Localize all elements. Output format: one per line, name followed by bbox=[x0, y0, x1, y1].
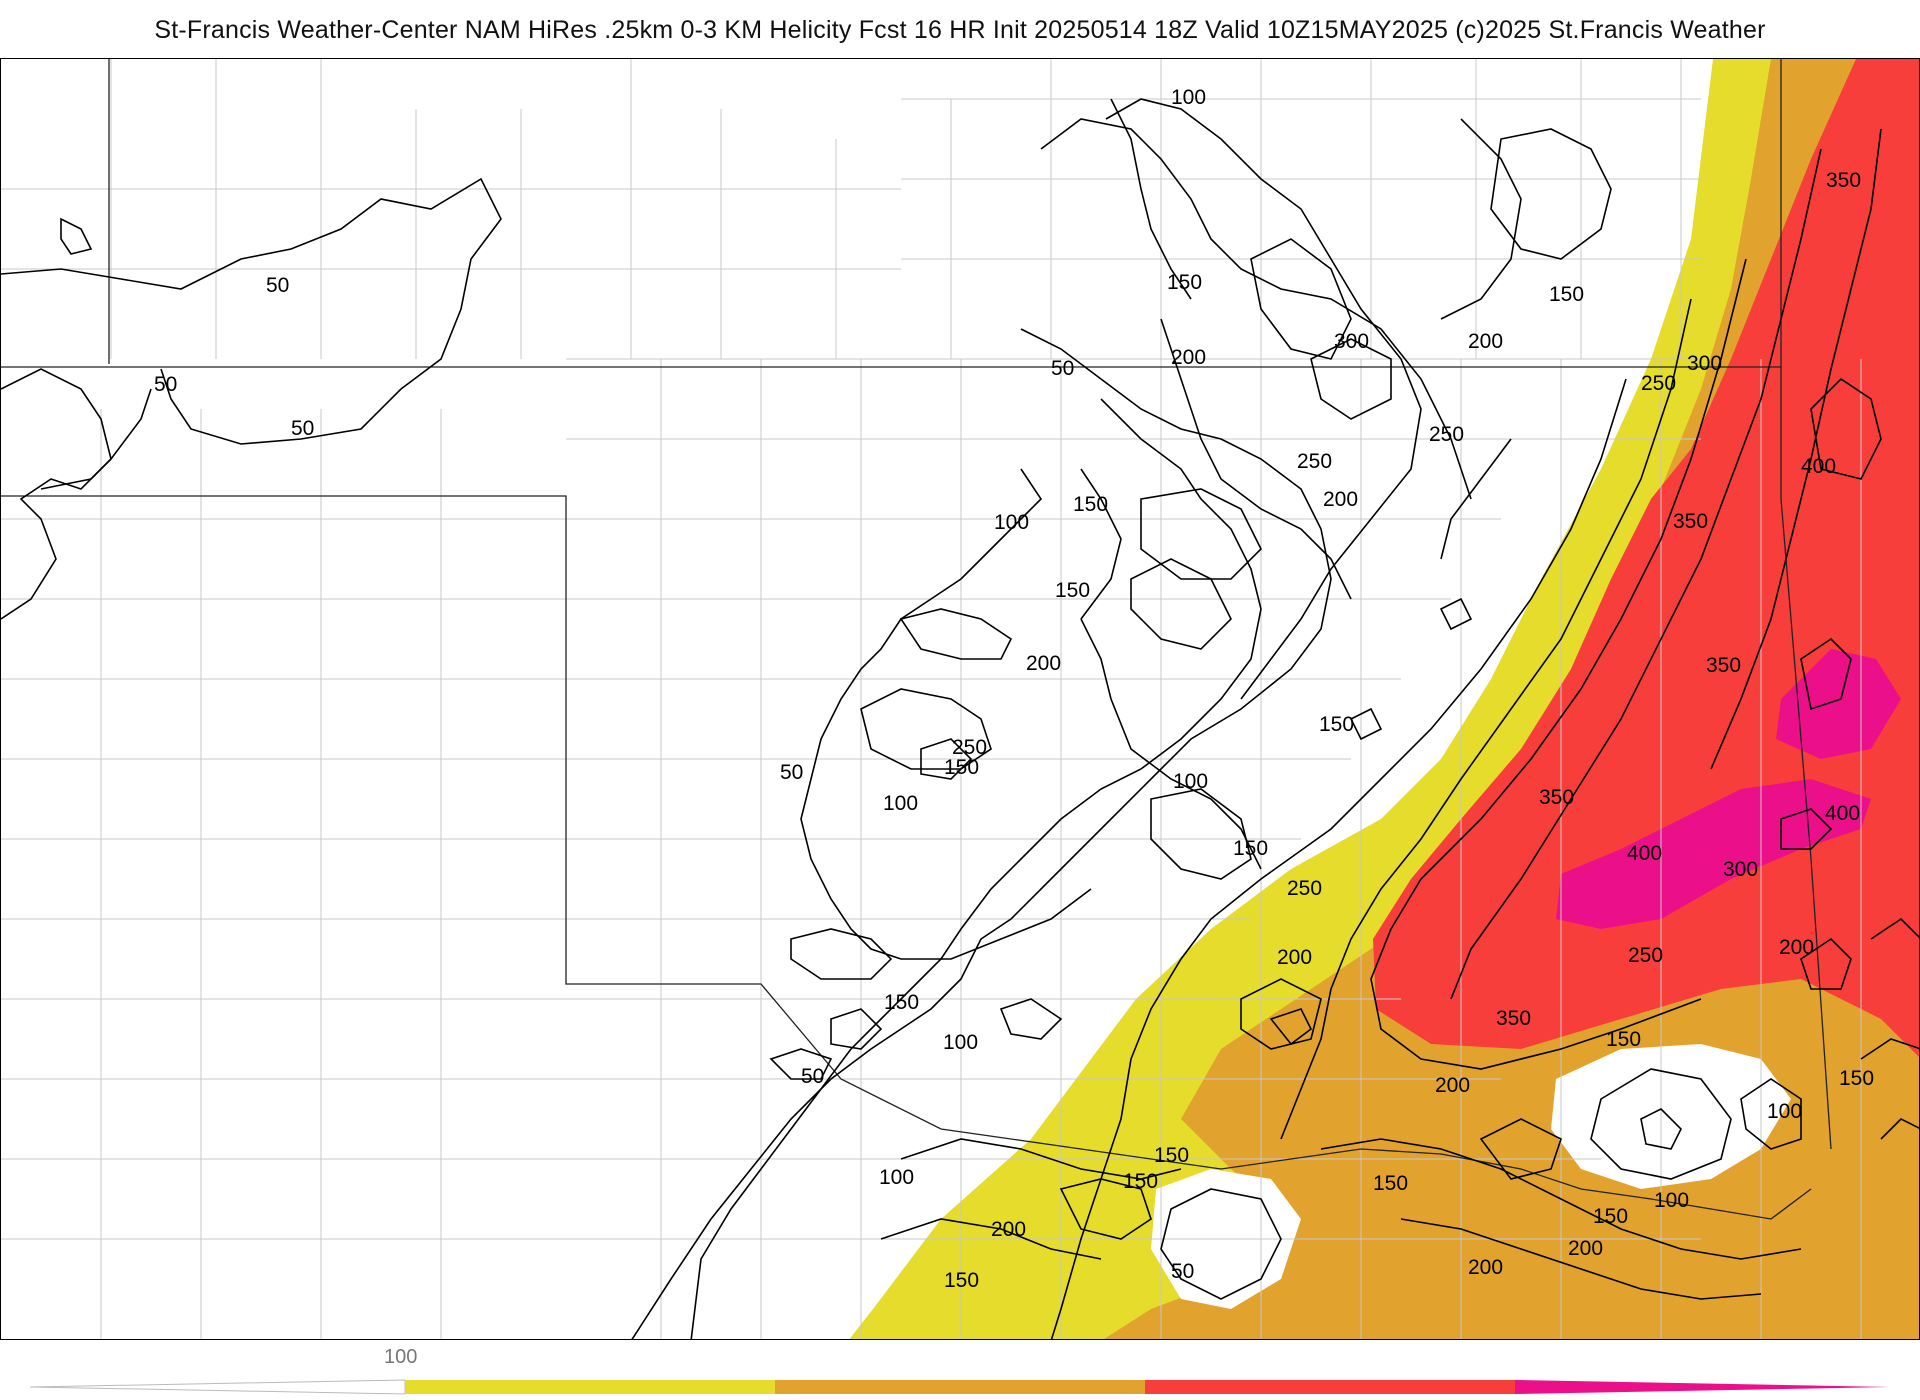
legend-right-arrow bbox=[1515, 1380, 1890, 1394]
contour-label: 200 bbox=[1171, 346, 1206, 369]
contour-label: 150 bbox=[1549, 283, 1584, 306]
legend-bin-0 bbox=[405, 1380, 775, 1394]
contour-label: 250 bbox=[1297, 450, 1332, 473]
contour-label: 50 bbox=[780, 761, 803, 784]
contour-label: 100 bbox=[1171, 86, 1206, 109]
contour-label: 150 bbox=[1123, 1170, 1158, 1193]
contour-labels: 100 50 150 50 50 50 200 300 200 150 350 … bbox=[154, 86, 1874, 1292]
contour-label: 150 bbox=[1055, 579, 1090, 602]
contour-label: 150 bbox=[1839, 1067, 1874, 1090]
contour-label: 200 bbox=[1779, 936, 1814, 959]
contour-label: 50 bbox=[291, 417, 314, 440]
contour-label: 250 bbox=[1628, 944, 1663, 967]
contour-label: 50 bbox=[801, 1065, 824, 1088]
county-boundaries bbox=[1, 59, 1862, 1339]
contour-label: 150 bbox=[1073, 493, 1108, 516]
legend-left-arrow bbox=[29, 1379, 406, 1395]
contour-label: 150 bbox=[1319, 713, 1354, 736]
contour-label: 100 bbox=[994, 511, 1029, 534]
state-boundaries bbox=[1, 59, 1832, 1220]
contour-label: 350 bbox=[1826, 169, 1861, 192]
contour-label: 200 bbox=[1277, 946, 1312, 969]
contour-label: 200 bbox=[991, 1218, 1026, 1241]
contour-label: 100 bbox=[1654, 1189, 1689, 1212]
contour-label: 200 bbox=[1568, 1237, 1603, 1260]
contour-label: 250 bbox=[1429, 423, 1464, 446]
contour-label: 350 bbox=[1539, 786, 1574, 809]
color-legend: 100 bbox=[0, 1340, 1920, 1400]
fill-400-plus-a bbox=[1556, 779, 1871, 929]
contour-label: 300 bbox=[1723, 858, 1758, 881]
legend-colorbar bbox=[29, 1379, 1890, 1395]
contour-label: 250 bbox=[1641, 372, 1676, 395]
legend-tick-label: 100 bbox=[384, 1346, 418, 1368]
map-title: St-Francis Weather-Center NAM HiRes .25k… bbox=[154, 15, 1766, 44]
contour-label: 200 bbox=[1323, 488, 1358, 511]
contour-label: 100 bbox=[1767, 1100, 1802, 1123]
contour-label: 50 bbox=[266, 274, 289, 297]
contour-label: 100 bbox=[879, 1166, 914, 1189]
contour-label: 200 bbox=[1435, 1074, 1470, 1097]
contour-label: 50 bbox=[154, 373, 177, 396]
contour-label: 200 bbox=[1026, 652, 1061, 675]
contour-label: 150 bbox=[1233, 837, 1268, 860]
contour-label: 200 bbox=[1468, 330, 1503, 353]
helicity-contours bbox=[1, 98, 1919, 1339]
fill-white-hole-a bbox=[1551, 1044, 1791, 1189]
contour-label: 50 bbox=[1171, 1260, 1194, 1283]
helicity-fill-layer bbox=[849, 59, 1919, 1339]
contour-label: 150 bbox=[884, 991, 919, 1014]
fill-400-plus-b bbox=[1776, 649, 1901, 759]
contour-label: 350 bbox=[1673, 510, 1708, 533]
contour-label: 250 bbox=[952, 736, 987, 759]
map-canvas: 100 50 150 50 50 50 200 300 200 150 350 … bbox=[1, 59, 1919, 1339]
contour-label: 400 bbox=[1801, 455, 1836, 478]
contour-label: 150 bbox=[1167, 271, 1202, 294]
helicity-map: 100 50 150 50 50 50 200 300 200 150 350 … bbox=[0, 58, 1920, 1340]
contour-label: 200 bbox=[1468, 1256, 1503, 1279]
legend-bin-2 bbox=[1145, 1380, 1515, 1394]
contour-label: 150 bbox=[1606, 1028, 1641, 1051]
contour-label: 150 bbox=[944, 756, 979, 779]
contour-label: 150 bbox=[944, 1269, 979, 1292]
contour-label: 350 bbox=[1706, 654, 1741, 677]
contour-label: 250 bbox=[1287, 877, 1322, 900]
contour-label: 300 bbox=[1334, 330, 1369, 353]
contour-label: 100 bbox=[943, 1031, 978, 1054]
contour-label: 150 bbox=[1154, 1144, 1189, 1167]
legend-bin-1 bbox=[775, 1380, 1145, 1394]
contour-label: 150 bbox=[1593, 1205, 1628, 1228]
contour-label: 300 bbox=[1687, 352, 1722, 375]
contour-label: 150 bbox=[1373, 1172, 1408, 1195]
contour-label: 100 bbox=[883, 792, 918, 815]
contour-label: 400 bbox=[1627, 842, 1662, 865]
contour-label: 400 bbox=[1825, 802, 1860, 825]
title-bar: St-Francis Weather-Center NAM HiRes .25k… bbox=[0, 0, 1920, 60]
contour-label: 350 bbox=[1496, 1007, 1531, 1030]
contour-label: 50 bbox=[1051, 357, 1074, 380]
contour-label: 100 bbox=[1173, 770, 1208, 793]
